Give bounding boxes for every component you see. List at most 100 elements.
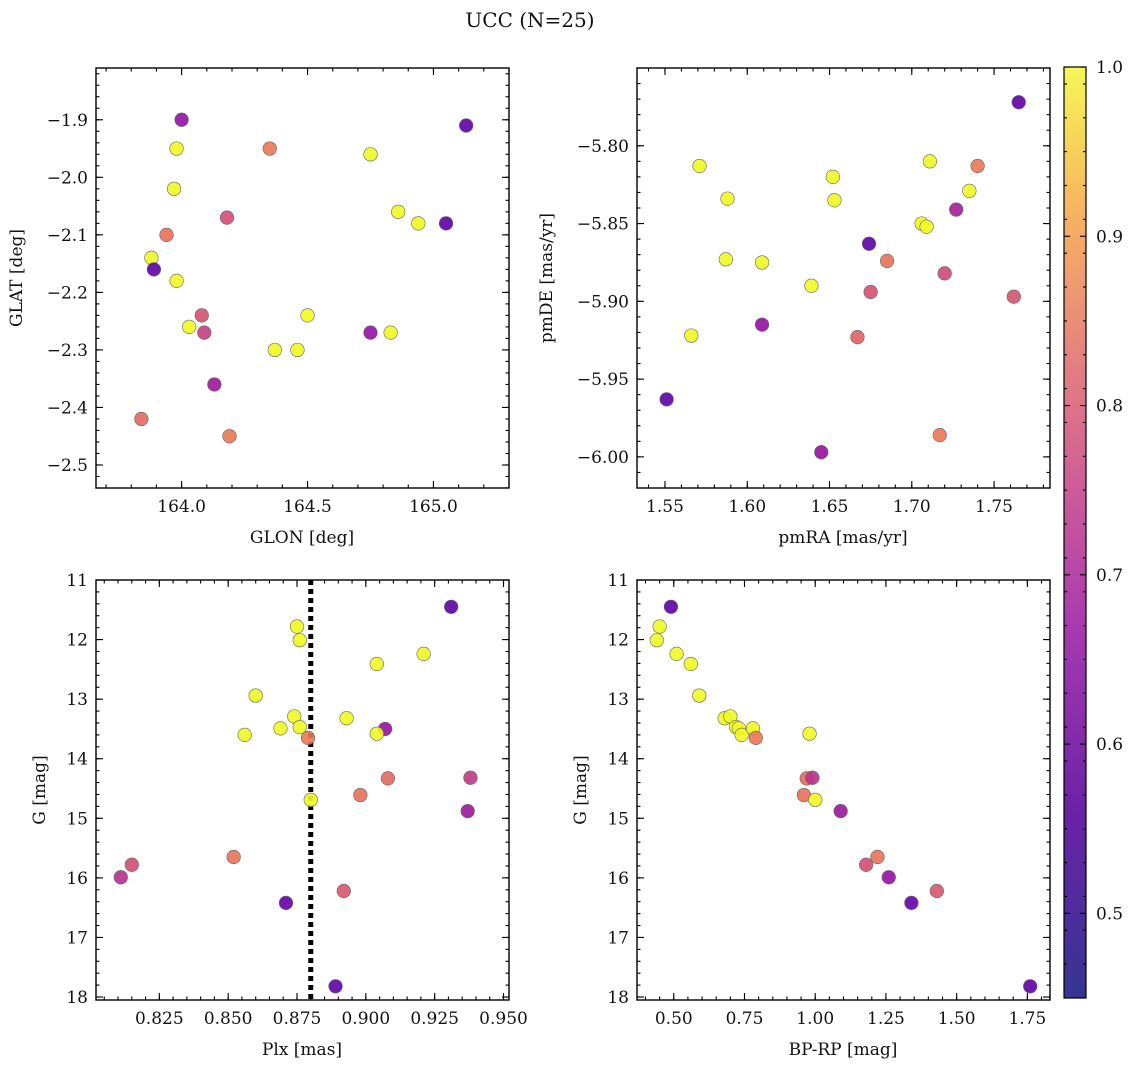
- scatter-point: [827, 193, 842, 208]
- scatter-point: [1023, 979, 1038, 994]
- scatter-point: [870, 849, 885, 865]
- y-tick-label: −2.0: [47, 168, 88, 188]
- scatter-point: [391, 204, 406, 219]
- scatter-point: [146, 262, 162, 277]
- scatter-point: [166, 181, 182, 196]
- scatter-point: [805, 770, 820, 785]
- scatter-point: [438, 216, 454, 231]
- scatter-point: [278, 895, 294, 910]
- x-tick-label: 164.0: [157, 497, 206, 517]
- scatter-point: [226, 849, 241, 865]
- y-tick-label: 13: [66, 690, 88, 710]
- scatter-point: [904, 895, 919, 910]
- scatter-point: [292, 633, 307, 648]
- scatter-point: [748, 730, 763, 745]
- scatter-point: [652, 619, 667, 634]
- colorbar-tick-label: 0.9: [1096, 227, 1123, 247]
- scatter-point: [369, 656, 384, 672]
- scatter-point: [339, 711, 354, 726]
- scatter-point: [720, 191, 735, 206]
- scatter-point: [292, 720, 307, 735]
- y-tick-label: −1.9: [47, 111, 88, 131]
- scatter-point: [144, 250, 159, 265]
- y-tick-label: −5.85: [577, 215, 629, 235]
- panel-plx-g: Plx [mas] G [mag] 0.825 0.850 0.875 0.900 0.…: [30, 571, 528, 1060]
- scatter-point: [962, 183, 977, 198]
- y-tick-label: 14: [607, 750, 629, 770]
- x-tick-label: 1.00: [796, 1009, 834, 1029]
- scatter-point: [182, 319, 197, 335]
- scatter-point: [273, 721, 288, 736]
- y-tick-label: 12: [607, 631, 629, 651]
- y-axis-label: pmDE [mas/yr]: [537, 213, 557, 343]
- colorbar-tick-label: 0.5: [1096, 904, 1123, 924]
- y-tick-label: −5.95: [577, 370, 629, 390]
- scatter-point: [919, 219, 934, 234]
- panel-glon-glat: GLON [deg] GLAT [deg] 164.0 164.5 165.0 −1.…: [7, 67, 510, 548]
- scatter-point: [734, 727, 749, 742]
- y-tick-label: −2.1: [47, 226, 88, 246]
- y-tick-label: 18: [66, 988, 88, 1008]
- scatter-point: [303, 792, 318, 807]
- scatter-point: [692, 688, 707, 703]
- x-tick-label: 1.50: [938, 1009, 976, 1029]
- axes-frame: [95, 67, 510, 489]
- scatter-point: [802, 726, 817, 741]
- y-tick-label: 11: [607, 571, 629, 591]
- scatter-point: [383, 325, 398, 340]
- y-tick-label: 13: [607, 690, 629, 710]
- scatter-point: [328, 979, 343, 994]
- scatter-point: [459, 118, 474, 133]
- scatter-point: [937, 266, 952, 281]
- y-tick-label: −5.90: [577, 292, 629, 312]
- y-tick-label: 16: [607, 869, 629, 889]
- scatter-point: [718, 252, 733, 267]
- scatter-point: [463, 770, 478, 785]
- scatter-point: [881, 870, 896, 885]
- scatter-point: [929, 883, 944, 899]
- x-tick-label: 0.950: [479, 1009, 528, 1029]
- panel-pmra-pmde: pmRA [mas/yr] pmDE [mas/yr] 1.55 1.60 1.65…: [537, 67, 1051, 548]
- scatter-point: [262, 141, 277, 156]
- x-tick-label: 0.875: [273, 1009, 322, 1029]
- y-tick-label: −2.2: [47, 283, 88, 303]
- scatter-point: [949, 202, 964, 217]
- scatter-point: [169, 273, 184, 288]
- colorbar-tick-label: 0.7: [1096, 566, 1123, 586]
- scatter-point: [300, 308, 315, 323]
- x-tick-label: 0.825: [135, 1009, 184, 1029]
- scatter-point: [863, 284, 878, 300]
- y-tick-label: −6.00: [577, 448, 629, 468]
- scatter-point: [833, 804, 848, 819]
- scatter-point: [222, 429, 237, 444]
- scatter-point: [159, 227, 174, 242]
- scatter-point: [124, 857, 139, 872]
- y-tick-label: 11: [66, 571, 88, 591]
- scatter-point: [825, 169, 840, 184]
- scatter-point: [684, 328, 699, 343]
- scatter-point: [411, 216, 426, 231]
- scatter-point: [237, 727, 252, 742]
- scatter-point: [197, 325, 212, 340]
- scatter-point: [363, 325, 378, 340]
- scatter-point: [804, 278, 819, 293]
- scatter-point: [754, 255, 770, 270]
- scatter-point: [248, 688, 263, 703]
- axes-frame: [95, 579, 510, 1001]
- y-tick-label: 12: [66, 631, 88, 651]
- x-tick-label: 1.70: [893, 497, 931, 517]
- x-tick-label: 1.75: [975, 497, 1013, 517]
- scatter-point: [300, 730, 316, 745]
- colorbar-tick-label: 0.6: [1096, 735, 1123, 755]
- y-tick-label: 18: [607, 988, 629, 1008]
- y-tick-label: 15: [607, 809, 629, 829]
- y-tick-label: 15: [66, 809, 88, 829]
- x-tick-label: 165.0: [409, 497, 458, 517]
- x-tick-label: 0.900: [341, 1009, 390, 1029]
- y-tick-label: 17: [607, 928, 629, 948]
- scatter-point: [219, 210, 235, 225]
- y-axis-label: G [mag]: [571, 755, 591, 824]
- scatter-point: [814, 445, 829, 460]
- y-axis-label: G [mag]: [30, 755, 50, 824]
